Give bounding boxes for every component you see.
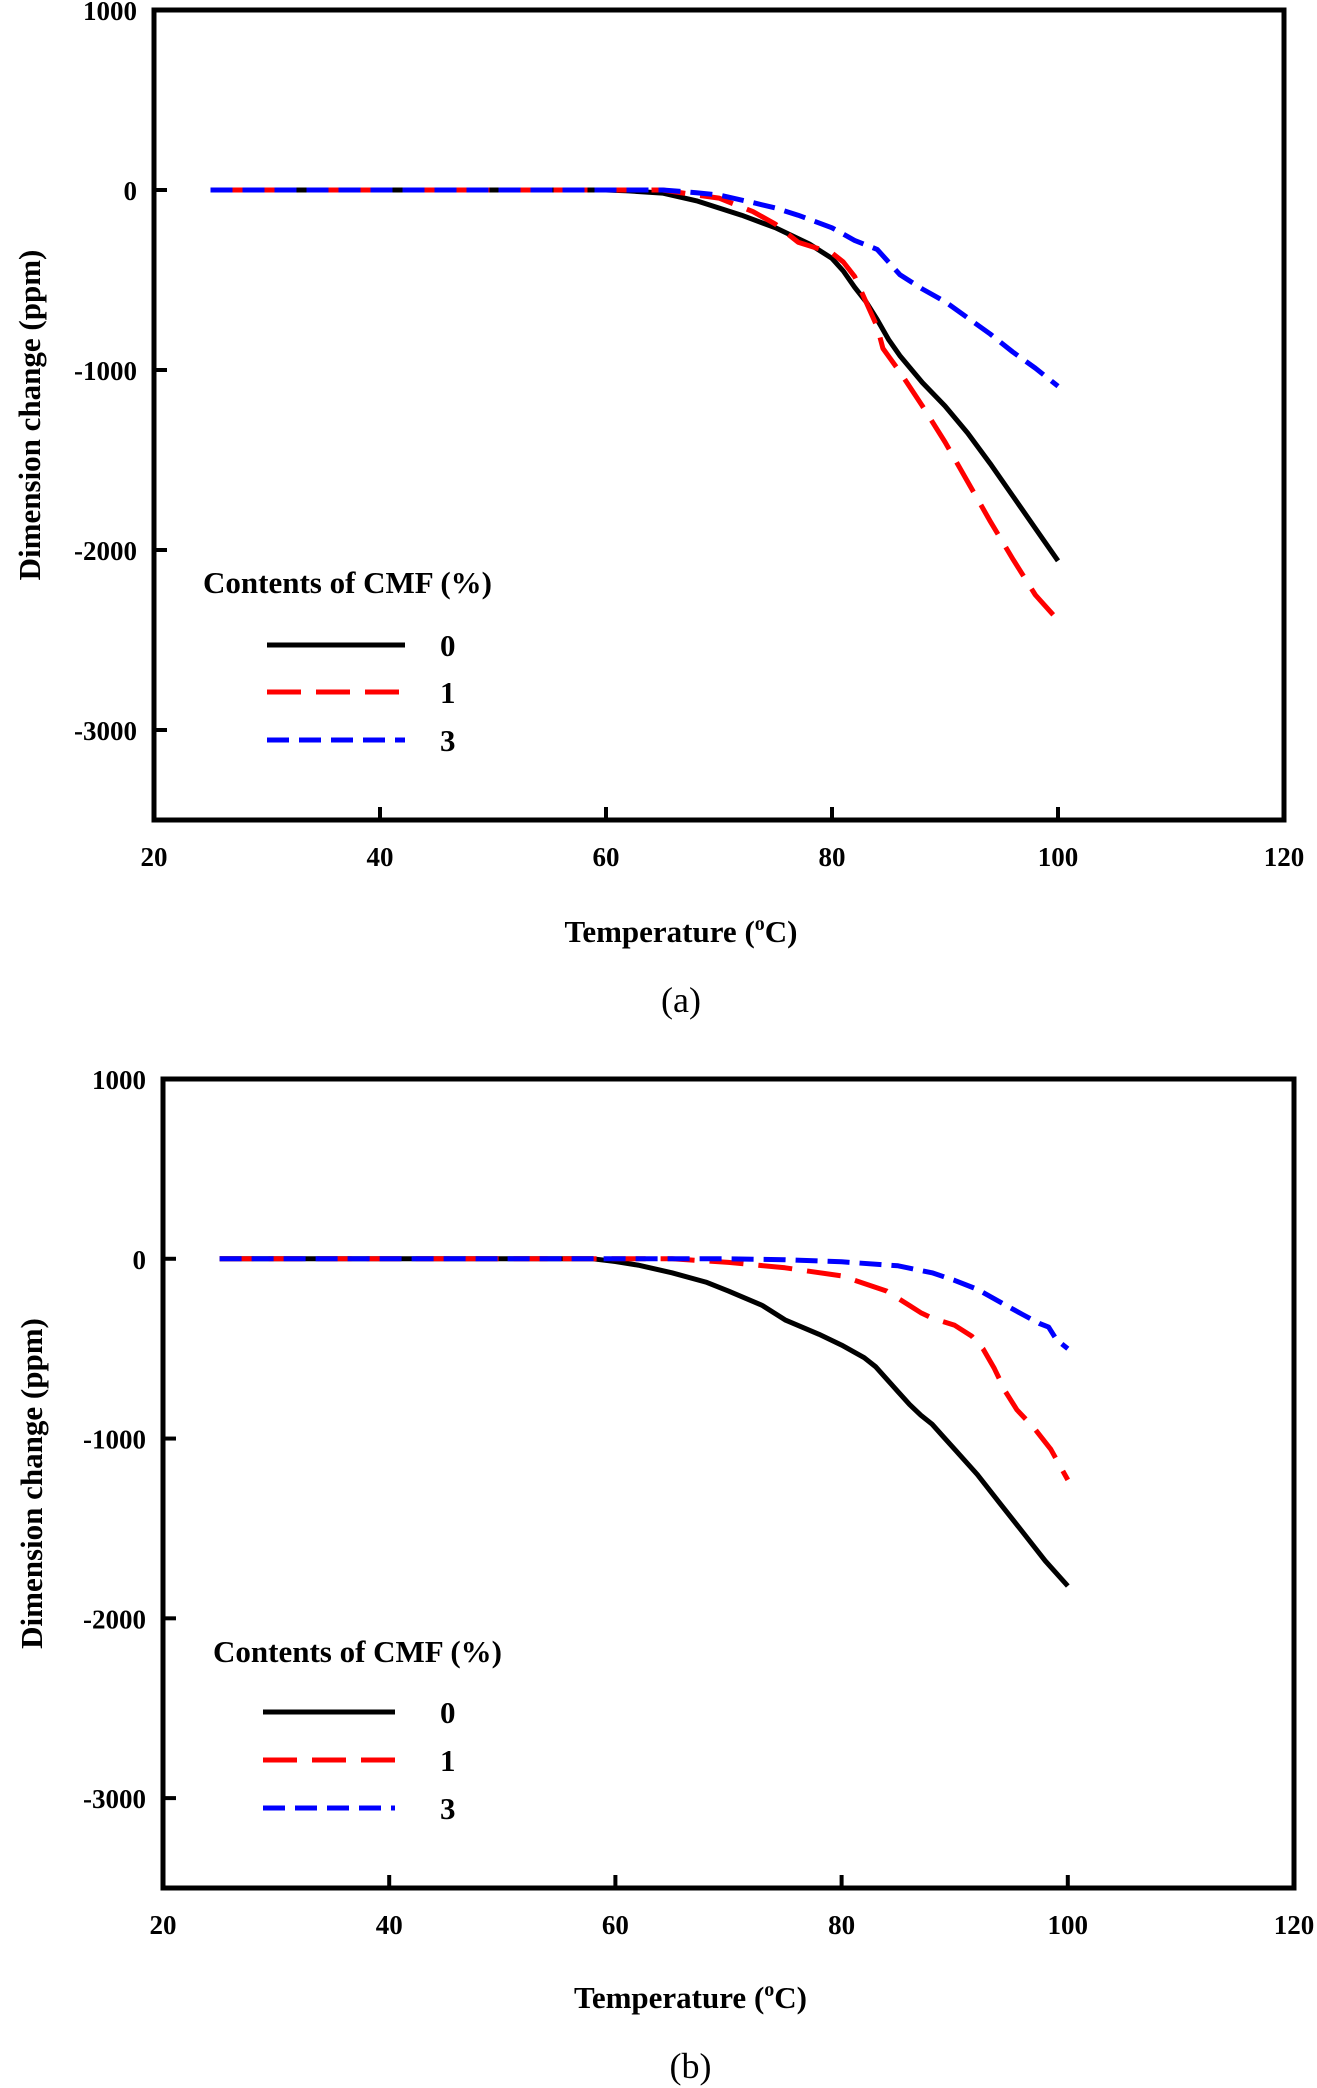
- legend-label: 3: [440, 723, 456, 758]
- legend-entry: 3: [267, 723, 456, 758]
- axis-ticks: [154, 188, 1060, 820]
- y-tick-label: 0: [124, 176, 138, 206]
- series-line-3: [219, 1256, 1070, 1351]
- chart-panel-a: 20 40 60 80 100 120 1000 0 -1000 -2000 -3000 Dimen…: [12, 0, 1304, 1020]
- y-tick-label: 1000: [92, 1065, 146, 1095]
- series-line-3: [210, 187, 1060, 389]
- y-tick-label: -3000: [83, 1784, 146, 1814]
- tick-labels: 20 40 60 80 100 120 1000 0 -1000 -2000 -3000: [74, 0, 1304, 872]
- plot-frame: [160, 1076, 1297, 1891]
- series-line-1: [210, 187, 1060, 622]
- x-axis-title-main: Temperature (: [574, 1980, 764, 2015]
- legend-label: 1: [440, 675, 456, 710]
- series-line-0: [210, 187, 1061, 563]
- x-tick-label: 20: [150, 1910, 177, 1940]
- legend-entry: 0: [267, 628, 456, 663]
- x-axis-title-superscript: o: [764, 1979, 774, 2001]
- panel-label: (a): [661, 980, 701, 1020]
- x-axis-title-superscript: o: [755, 913, 765, 935]
- legend-label: 0: [440, 1695, 456, 1730]
- plot-area: [210, 187, 1061, 622]
- tick-labels: 20 40 60 80 100 120 1000 0 -1000 -2000 -3000: [83, 1065, 1314, 1940]
- plot-area: [219, 1256, 1070, 1588]
- x-tick-label: 60: [593, 842, 620, 872]
- legend-entry: 1: [267, 675, 456, 710]
- x-tick-label: 60: [602, 1910, 629, 1940]
- x-tick-label: 100: [1048, 1910, 1089, 1940]
- legend-entry: 1: [263, 1743, 456, 1778]
- chart-panel-b: 20 40 60 80 100 120 1000 0 -1000 -2000 -3000 Dimen…: [14, 1065, 1314, 2086]
- legend-label: 1: [440, 1743, 456, 1778]
- y-tick-label: -2000: [83, 1604, 146, 1634]
- legend-title: Contents of CMF (%): [203, 565, 492, 600]
- y-tick-label: 0: [133, 1245, 147, 1275]
- y-tick-label: -1000: [74, 356, 137, 386]
- legend-entry: 3: [263, 1791, 456, 1826]
- legend-label: 0: [440, 628, 456, 663]
- series-line-0: [219, 1256, 1070, 1588]
- x-axis-title-main: Temperature (: [565, 914, 755, 949]
- y-axis-title: Dimension change (ppm): [12, 250, 47, 581]
- legend-title: Contents of CMF (%): [213, 1634, 502, 1669]
- y-axis-title: Dimension change (ppm): [14, 1318, 49, 1649]
- axis-ticks: [163, 1256, 1070, 1888]
- x-tick-label: 120: [1274, 1910, 1315, 1940]
- x-tick-label: 40: [367, 842, 394, 872]
- legend: Contents of CMF (%) 0 1 3: [203, 565, 492, 758]
- y-tick-label: -1000: [83, 1425, 146, 1455]
- panel-label: (b): [670, 2046, 712, 2086]
- x-axis-title: Temperature (oC): [574, 1979, 807, 2015]
- x-axis-title: Temperature (oC): [565, 913, 798, 949]
- legend-entry: 0: [263, 1695, 456, 1730]
- x-tick-label: 80: [819, 842, 846, 872]
- plot-frame: [151, 7, 1287, 823]
- x-tick-label: 120: [1264, 842, 1305, 872]
- x-tick-label: 20: [141, 842, 168, 872]
- series-line-1: [219, 1256, 1070, 1482]
- y-tick-label: -2000: [74, 536, 137, 566]
- legend-label: 3: [440, 1791, 456, 1826]
- y-tick-label: -3000: [74, 716, 137, 746]
- y-tick-label: 1000: [83, 0, 137, 26]
- x-axis-title-end: C): [774, 1980, 807, 2015]
- x-tick-label: 80: [828, 1910, 855, 1940]
- x-tick-label: 40: [376, 1910, 403, 1940]
- x-tick-label: 100: [1038, 842, 1079, 872]
- x-axis-title-end: C): [765, 914, 798, 949]
- legend: Contents of CMF (%) 0 1 3: [213, 1634, 502, 1826]
